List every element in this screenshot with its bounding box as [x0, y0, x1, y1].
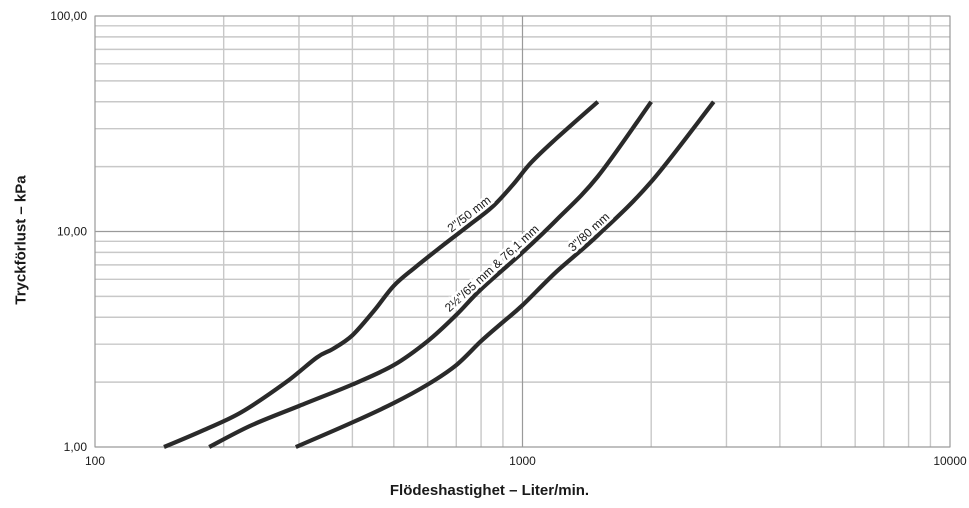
series-line-2	[208, 100, 653, 449]
x-tick-label: 100	[85, 454, 105, 468]
x-tick-labels: 100 1000 10000	[85, 454, 967, 468]
y-tick-label: 100,00	[50, 9, 87, 23]
y-tick-labels: 1,00 10,00 100,00	[50, 9, 87, 454]
series-line-1	[163, 100, 600, 449]
y-tick-label: 1,00	[64, 440, 88, 454]
y-axis-title-wrap: Tryckförlust – kPa	[6, 0, 36, 508]
y-tick-label: 10,00	[57, 225, 87, 239]
x-tick-label: 10000	[933, 454, 967, 468]
plot-frame	[94, 15, 951, 448]
series-line-3	[294, 100, 716, 449]
x-tick-label: 1000	[509, 454, 536, 468]
series-layer	[163, 100, 716, 449]
y-axis-title: Tryckförlust – kPa	[12, 175, 30, 305]
x-axis-title: Flödeshastighet – Liter/min.	[389, 482, 590, 499]
